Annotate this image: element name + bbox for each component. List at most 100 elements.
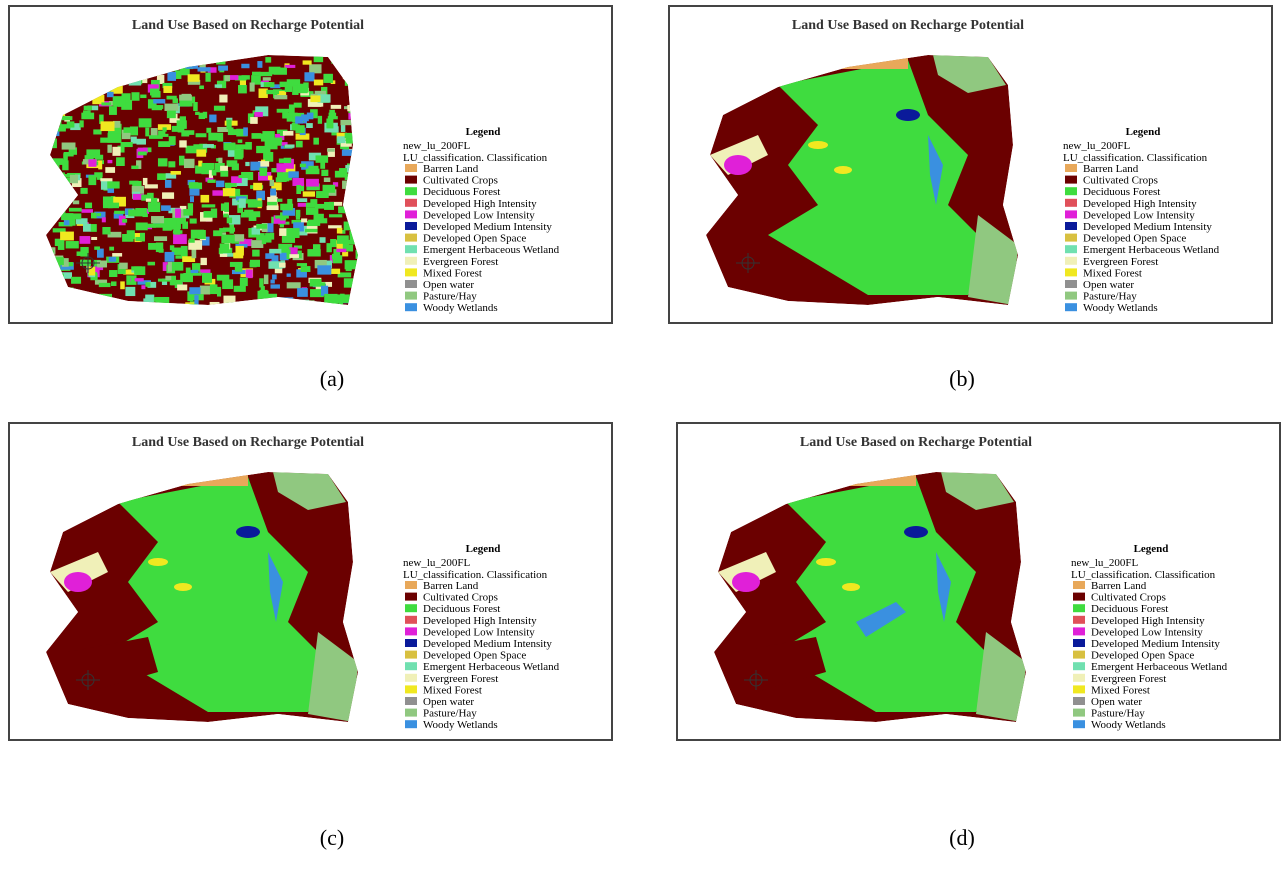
- patch: [65, 241, 79, 249]
- map-panel: Land Use Based on Recharge Potential Lege…: [8, 422, 613, 741]
- patch: [222, 279, 234, 290]
- patch: [253, 182, 263, 191]
- patch: [249, 259, 261, 267]
- patch: [224, 202, 229, 212]
- patch: [251, 227, 261, 235]
- panel-caption: (c): [319, 825, 345, 850]
- patch: [245, 161, 250, 167]
- legend-label: Developed Open Space: [1083, 233, 1186, 245]
- patch: [270, 279, 275, 284]
- patch: [326, 243, 332, 253]
- patch: [250, 117, 258, 124]
- patch: [284, 86, 293, 92]
- patch: [330, 104, 342, 109]
- patch: [162, 262, 168, 271]
- legend-swatch: [405, 256, 417, 265]
- patch: [287, 198, 293, 205]
- patch: [63, 152, 74, 157]
- legend-label: Developed Medium Intensity: [423, 221, 552, 233]
- mixed: [834, 166, 852, 174]
- legend-label: Developed Low Intensity: [423, 626, 535, 638]
- legend-label: Barren Land: [1083, 163, 1139, 175]
- patch: [286, 112, 298, 122]
- legend-field: LU_classification. Classification: [403, 152, 548, 164]
- patch: [176, 120, 187, 129]
- patch: [56, 159, 64, 164]
- patch: [324, 293, 338, 304]
- patch: [247, 199, 259, 208]
- patch: [234, 149, 244, 158]
- legend-label: Mixed Forest: [423, 267, 482, 279]
- patch: [170, 171, 181, 175]
- patch: [282, 208, 296, 216]
- patch: [231, 176, 242, 184]
- patch: [234, 156, 243, 160]
- patch: [233, 129, 243, 136]
- low-intensity: [64, 572, 92, 592]
- patch: [172, 98, 179, 104]
- patch: [167, 71, 177, 81]
- patch: [344, 132, 358, 139]
- patch: [233, 234, 245, 242]
- patch: [259, 167, 268, 176]
- patch: [295, 125, 305, 134]
- legend-swatch: [405, 303, 417, 312]
- legend-label: Woody Wetlands: [1083, 302, 1158, 314]
- patch: [295, 116, 303, 124]
- patch: [309, 64, 322, 74]
- legend-swatch: [1073, 697, 1085, 705]
- patch: [214, 162, 225, 173]
- patch: [327, 148, 335, 157]
- patch: [179, 140, 187, 148]
- patch: [101, 102, 112, 106]
- crops: [736, 637, 826, 692]
- patch: [61, 213, 74, 221]
- legend-swatch: [405, 697, 417, 705]
- patch: [148, 135, 163, 139]
- medium-intensity: [896, 109, 920, 121]
- map-panel: Land Use Based on Recharge Potential Lege…: [668, 5, 1273, 324]
- patch: [180, 66, 190, 76]
- legend-swatch: [405, 210, 417, 219]
- patch: [188, 182, 199, 188]
- legend-swatch: [1073, 592, 1085, 601]
- legend-swatch: [1065, 175, 1077, 184]
- patch: [282, 164, 296, 174]
- patch: [187, 74, 200, 82]
- patch: [313, 79, 324, 86]
- patch: [217, 132, 224, 142]
- patch: [140, 94, 147, 99]
- patch: [183, 158, 195, 169]
- patch: [71, 276, 82, 284]
- patch: [258, 88, 268, 98]
- patch: [107, 159, 113, 164]
- panel-caption: (a): [319, 366, 345, 391]
- patch: [260, 286, 265, 296]
- patch: [245, 141, 252, 150]
- legend-label: Pasture/Hay: [423, 708, 477, 720]
- patch: [65, 217, 76, 226]
- patch: [340, 141, 352, 147]
- patch: [161, 278, 168, 285]
- patch: [265, 253, 275, 259]
- patch: [222, 188, 236, 197]
- legend-label: Mixed Forest: [1083, 267, 1142, 279]
- legend-swatch: [1073, 673, 1085, 682]
- patch: [194, 295, 199, 305]
- patch: [107, 144, 112, 153]
- legend-field: LU_classification. Classification: [1071, 569, 1216, 581]
- patch: [341, 149, 355, 156]
- patch: [292, 177, 305, 186]
- patch: [330, 126, 339, 133]
- patch: [226, 119, 232, 130]
- patch: [219, 253, 228, 257]
- patch: [126, 230, 135, 240]
- patch: [141, 285, 146, 290]
- panel-caption: (b): [949, 366, 975, 391]
- patch: [345, 262, 352, 272]
- patch: [98, 160, 103, 170]
- patch: [180, 245, 188, 256]
- patch: [289, 247, 298, 257]
- patch: [175, 255, 188, 259]
- map-title: Land Use Based on Recharge Potential: [132, 18, 364, 33]
